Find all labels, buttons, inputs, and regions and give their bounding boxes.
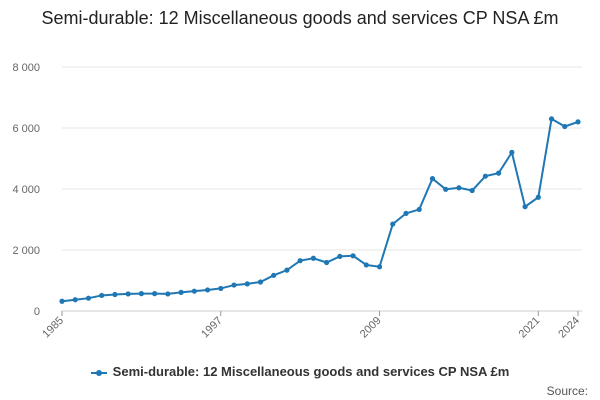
y-tick-label: 0 [34, 306, 40, 318]
data-point[interactable] [178, 289, 184, 295]
data-point[interactable] [337, 253, 343, 260]
x-tick-label: 2021 [517, 315, 543, 341]
y-tick-label: 8 000 [12, 62, 40, 74]
x-axis: 1985 1997 2009 2021 2024 [40, 311, 582, 340]
data-point[interactable] [112, 291, 118, 298]
data-point[interactable] [469, 187, 475, 194]
data-point[interactable] [244, 281, 250, 287]
data-point[interactable] [443, 186, 449, 192]
data-point[interactable] [522, 204, 528, 210]
data-point[interactable] [456, 185, 462, 191]
data-point[interactable] [390, 221, 396, 227]
data-point[interactable] [257, 279, 264, 285]
data-point[interactable] [99, 292, 105, 299]
x-tick-label: 2024 [556, 315, 582, 341]
data-point[interactable] [271, 272, 277, 278]
data-point[interactable] [429, 176, 436, 182]
data-point[interactable] [416, 206, 422, 213]
data-point[interactable] [403, 210, 409, 216]
grid-lines [62, 66, 582, 312]
y-axis: 0 2 000 4 000 6 000 8 000 [12, 62, 40, 318]
data-point[interactable] [72, 297, 78, 303]
data-point[interactable] [324, 259, 330, 266]
legend[interactable]: Semi-durable: 12 Miscellaneous goods and… [0, 364, 600, 379]
data-point[interactable] [575, 119, 581, 125]
data-point[interactable] [204, 287, 211, 293]
data-point[interactable] [482, 173, 488, 179]
data-point[interactable] [376, 264, 383, 270]
data-point[interactable] [350, 253, 356, 259]
data-point[interactable] [297, 258, 303, 264]
data-point[interactable] [59, 298, 65, 304]
x-tick-label: 1997 [199, 315, 225, 341]
data-point[interactable] [138, 291, 144, 297]
data-point[interactable] [535, 194, 541, 200]
data-point[interactable] [125, 291, 131, 297]
data-point[interactable] [165, 291, 171, 297]
source-label: Source: [546, 384, 588, 398]
series-line [61, 117, 579, 303]
x-tick-label: 1985 [40, 315, 66, 341]
legend-swatch [90, 369, 107, 376]
data-point[interactable] [509, 149, 515, 155]
legend-label: Semi-durable: 12 Miscellaneous goods and… [112, 364, 510, 379]
data-point[interactable] [231, 282, 237, 288]
y-tick-label: 2 000 [12, 245, 40, 257]
data-points [59, 116, 581, 304]
data-point[interactable] [284, 267, 290, 273]
data-point[interactable] [562, 123, 568, 130]
data-point[interactable] [218, 285, 224, 292]
data-point[interactable] [191, 288, 197, 294]
data-point[interactable] [496, 170, 502, 176]
x-tick-label: 2009 [358, 315, 384, 341]
data-point[interactable] [548, 116, 555, 122]
y-tick-label: 4 000 [12, 184, 40, 196]
data-point[interactable] [310, 255, 316, 261]
data-point[interactable] [85, 295, 92, 301]
data-point[interactable] [152, 291, 158, 297]
data-point[interactable] [363, 262, 369, 268]
y-tick-label: 6 000 [12, 123, 40, 135]
chart-title: Semi-durable: 12 Miscellaneous goods and… [41, 8, 559, 28]
